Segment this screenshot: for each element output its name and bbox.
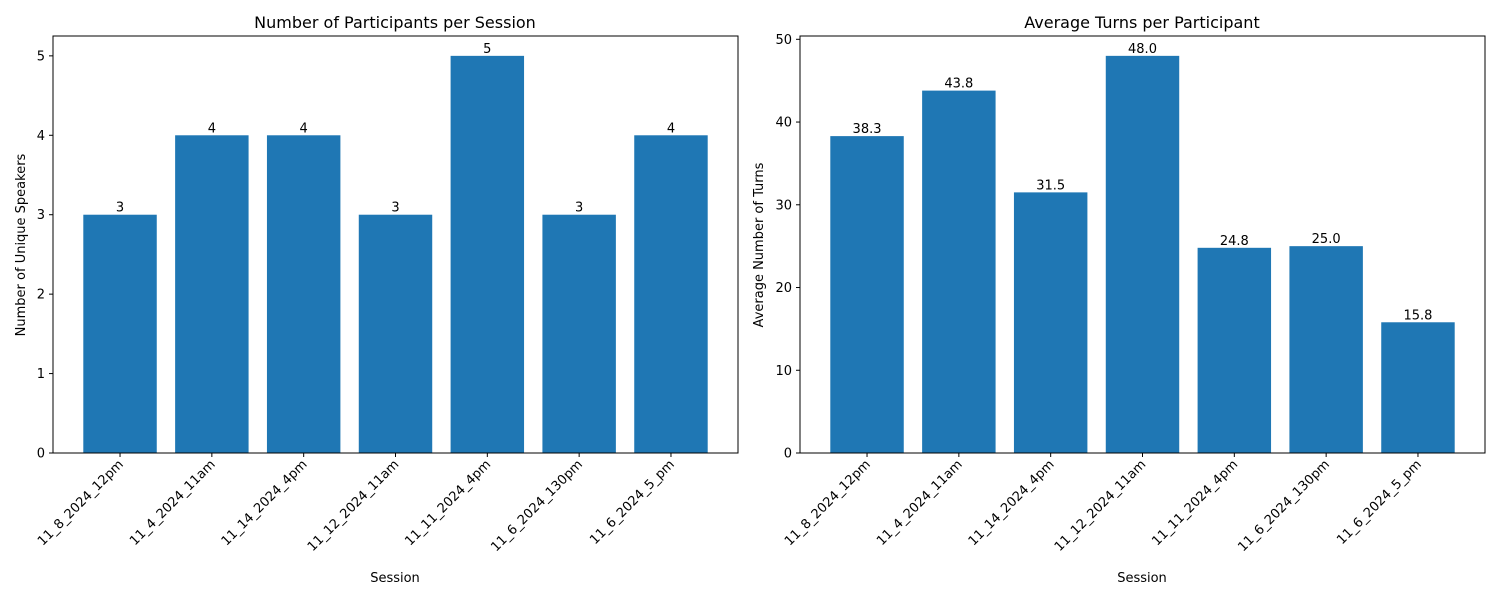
plot-frame: [52, 35, 739, 454]
chart-title: Average Turns per Participant: [1024, 13, 1259, 32]
y-tick-label: 2: [37, 288, 45, 303]
y-tick-label: 40: [775, 116, 792, 131]
data-label: 4: [667, 121, 675, 136]
y-tick-label: 4: [37, 129, 45, 144]
data-label: 43.8: [944, 77, 973, 92]
y-tick-label: 10: [775, 364, 792, 379]
bars: [83, 55, 708, 454]
y-tick-label: 5: [37, 49, 45, 64]
y-ticks: 0 10 20 30 40 50: [775, 33, 800, 462]
bar: [1381, 322, 1455, 453]
plot-frame: [799, 35, 1486, 454]
x-axis-label: Session: [370, 571, 420, 586]
chart-title: Number of Participants per Session: [254, 13, 536, 32]
y-tick-label: 20: [775, 281, 792, 296]
data-label: 31.5: [1036, 178, 1065, 193]
data-label: 4: [208, 121, 216, 136]
bar: [634, 135, 708, 454]
data-label: 38.3: [853, 122, 882, 137]
bar: [830, 136, 904, 453]
y-tick-label: 3: [37, 208, 45, 223]
data-label: 4: [300, 121, 308, 136]
data-labels: 38.3 43.8 31.5 48.0 24.8 25.0 15.8: [853, 42, 1433, 323]
y-tick-label: 30: [775, 198, 792, 213]
y-tick-label: 50: [775, 33, 792, 48]
data-label: 48.0: [1128, 42, 1157, 57]
data-label: 24.8: [1220, 234, 1249, 249]
bar: [175, 135, 249, 454]
y-tick-label: 0: [784, 447, 792, 462]
data-label: 3: [575, 201, 583, 216]
y-axis-label: Average Number of Turns: [752, 162, 767, 327]
bar: [542, 214, 616, 453]
participants-chart: Number of Participants per Session Numbe…: [14, 13, 739, 586]
bar: [1013, 192, 1088, 453]
bar: [1105, 55, 1180, 453]
bar: [922, 90, 996, 453]
y-tick-label: 1: [37, 367, 45, 382]
bar: [1197, 247, 1272, 453]
y-tick-label: 0: [37, 447, 45, 462]
data-labels: 3 4 4 3 5 3 4: [116, 42, 675, 216]
y-axis-label: Number of Unique Speakers: [14, 153, 29, 336]
data-label: 5: [483, 42, 491, 57]
bar: [83, 214, 157, 453]
bars: [830, 55, 1455, 453]
x-axis-label: Session: [1117, 571, 1167, 586]
data-label: 3: [116, 201, 124, 216]
bar: [1289, 246, 1363, 453]
bar: [266, 135, 341, 454]
y-ticks: 0 1 2 3 4 5: [37, 49, 53, 462]
bar: [358, 214, 433, 453]
bar: [450, 55, 525, 453]
data-label: 25.0: [1312, 232, 1341, 247]
data-label: 15.8: [1403, 308, 1432, 323]
data-label: 3: [391, 201, 399, 216]
